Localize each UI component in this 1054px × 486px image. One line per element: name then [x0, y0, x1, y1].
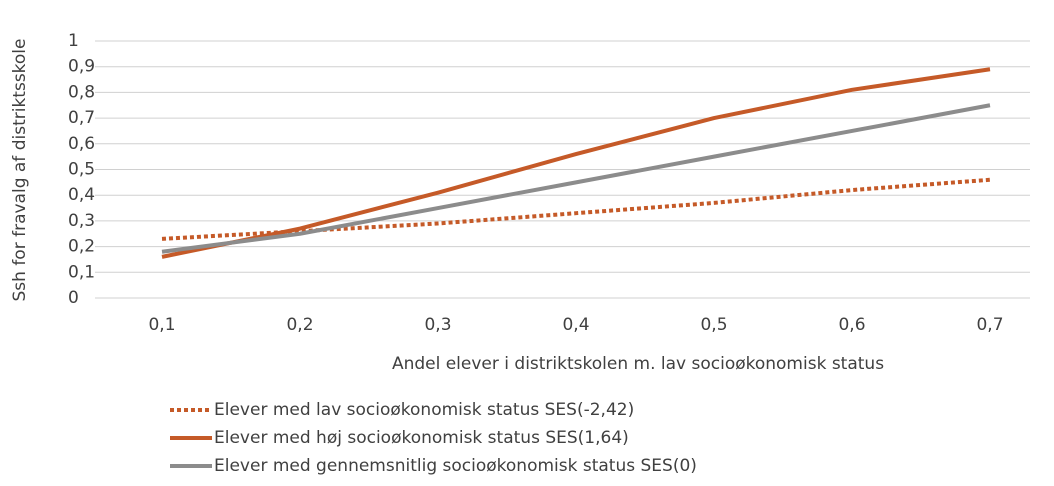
y-tick-label: 0,2 — [68, 237, 95, 257]
legend-label: Elever med gennemsnitlig socioøkonomisk … — [214, 456, 697, 476]
series-line — [161, 67, 991, 259]
x-tick-label: 0,3 — [424, 315, 451, 335]
y-tick-label: 0,1 — [68, 262, 95, 282]
x-axis-title: Andel elever i distriktskolen m. lav soc… — [392, 354, 884, 374]
x-tick-label: 0,6 — [838, 315, 865, 335]
series-line — [161, 177, 991, 241]
legend-label: Elever med lav socioøkonomisk status SES… — [214, 400, 634, 420]
series-line — [161, 103, 991, 254]
x-tick-label: 0,7 — [976, 315, 1003, 335]
x-tick-label: 0,4 — [562, 315, 589, 335]
y-tick-label: 0,5 — [68, 160, 95, 180]
y-tick-label: 1 — [68, 31, 79, 51]
y-tick-label: 0,7 — [68, 108, 95, 128]
x-tick-label: 0,5 — [700, 315, 727, 335]
y-axis-title: Ssh for fravalg af distriktsskole — [10, 39, 30, 302]
y-tick-label: 0,6 — [68, 134, 95, 154]
x-tick-label: 0,1 — [148, 315, 175, 335]
y-tick-label: 0,9 — [68, 57, 95, 77]
y-tick-label: 0,8 — [68, 82, 95, 102]
legend-label: Elever med høj socioøkonomisk status SES… — [214, 428, 629, 448]
y-tick-label: 0,4 — [68, 185, 95, 205]
x-tick-label: 0,2 — [286, 315, 313, 335]
y-tick-label: 0 — [68, 288, 79, 308]
y-tick-label: 0,3 — [68, 211, 95, 231]
